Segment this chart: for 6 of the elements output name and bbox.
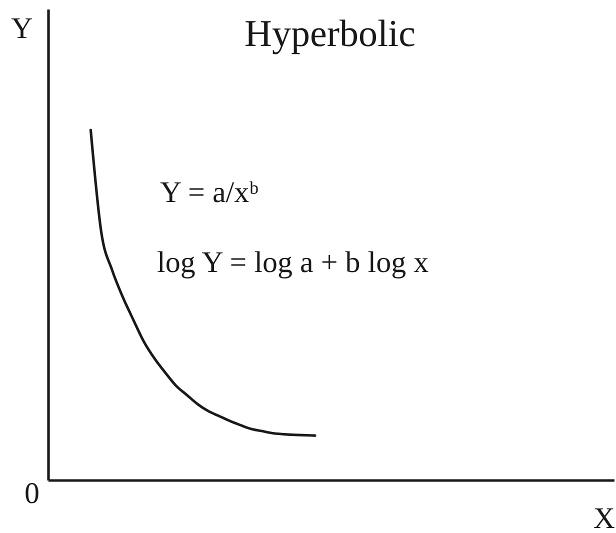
chart-title: Hyperbolic — [244, 13, 416, 55]
y-axis-title: Y — [11, 12, 33, 45]
annotation: Y = a/xᵇ — [160, 176, 258, 209]
x-axis-title: X — [593, 502, 616, 533]
text: 0 — [24, 477, 40, 510]
annotation: log Y = log a + b log x — [157, 246, 429, 279]
